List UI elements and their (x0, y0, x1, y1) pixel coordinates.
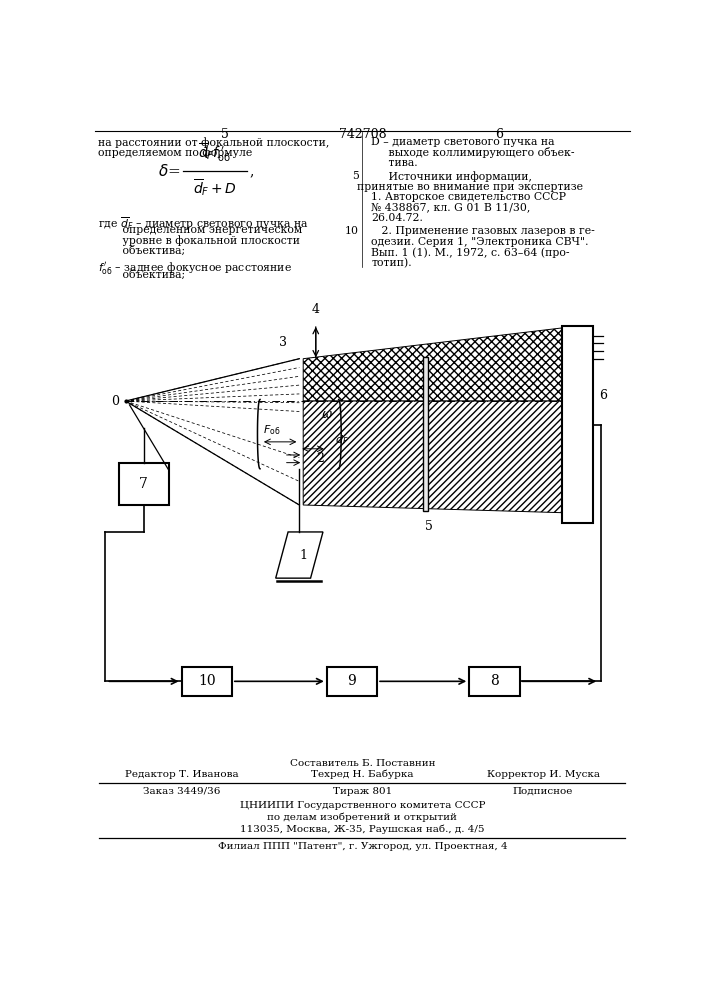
Text: 9: 9 (348, 674, 356, 688)
Text: объектива;: объектива; (98, 246, 185, 256)
Text: Заказ 3449/36: Заказ 3449/36 (143, 787, 220, 796)
Text: 0: 0 (112, 395, 119, 408)
Text: Вып. 1 (1). М., 1972, с. 63–64 (про-: Вып. 1 (1). М., 1972, с. 63–64 (про- (371, 247, 570, 258)
Text: где $\overline{d}_F$ – диаметр светового пучка на: где $\overline{d}_F$ – диаметр светового… (98, 215, 308, 232)
Text: $\omega$: $\omega$ (321, 408, 333, 421)
Text: Техред Н. Бабурка: Техред Н. Бабурка (311, 770, 414, 779)
Text: 2. Применение газовых лазеров в ге-: 2. Применение газовых лазеров в ге- (371, 226, 595, 236)
Polygon shape (303, 401, 562, 513)
Text: тотип).: тотип). (371, 258, 412, 268)
Text: $\overline{d}_F + D$: $\overline{d}_F + D$ (193, 177, 237, 198)
Text: Подписное: Подписное (513, 787, 573, 796)
Text: 6: 6 (600, 389, 607, 402)
Text: Редактор Т. Иванова: Редактор Т. Иванова (124, 770, 238, 779)
Text: 10: 10 (198, 674, 216, 688)
Text: 26.04.72.: 26.04.72. (371, 213, 423, 223)
Bar (182, 667, 232, 696)
Text: 5: 5 (352, 171, 359, 181)
Bar (469, 667, 520, 696)
Text: определяемом по формуле: определяемом по формуле (98, 147, 252, 158)
Text: 113035, Москва, Ж-35, Раушская наб., д. 4/5: 113035, Москва, Ж-35, Раушская наб., д. … (240, 824, 484, 834)
Text: объектива;: объектива; (98, 270, 185, 280)
Text: 1: 1 (299, 549, 308, 562)
Text: по делам изобретений и открытий: по делам изобретений и открытий (267, 813, 457, 822)
Text: выходе коллимирующего объек-: выходе коллимирующего объек- (371, 147, 575, 158)
Text: 10: 10 (345, 226, 359, 236)
Text: $F_{\rm об}$: $F_{\rm об}$ (263, 423, 281, 437)
Text: Источники информации,: Источники информации, (371, 171, 532, 182)
Text: определенном энергетическом: определенном энергетическом (98, 225, 302, 235)
Text: $\delta$=: $\delta$= (158, 163, 180, 179)
Text: ,: , (250, 164, 254, 178)
Text: 742708: 742708 (339, 128, 386, 141)
Text: на расстоянии от фокальной плоскости,: на расстоянии от фокальной плоскости, (98, 137, 329, 148)
Text: 2: 2 (316, 452, 324, 465)
Text: тива.: тива. (371, 158, 418, 168)
Polygon shape (303, 328, 562, 401)
Bar (119, 463, 169, 505)
Text: 1. Авторское свидетельство СССР: 1. Авторское свидетельство СССР (371, 192, 566, 202)
Text: Филиал ППП "Патент", г. Ужгород, ул. Проектная, 4: Филиал ППП "Патент", г. Ужгород, ул. Про… (218, 842, 507, 851)
Bar (327, 667, 377, 696)
Text: № 438867, кл. G 01 B 11/30,: № 438867, кл. G 01 B 11/30, (371, 202, 531, 212)
Text: 8: 8 (490, 674, 498, 688)
Text: 3: 3 (279, 336, 287, 349)
Text: 7: 7 (139, 477, 148, 491)
Text: одезии. Серия 1, "Электроника СВЧ".: одезии. Серия 1, "Электроника СВЧ". (371, 237, 589, 247)
Text: 5: 5 (221, 128, 229, 141)
Polygon shape (276, 532, 323, 578)
Text: Тираж 801: Тираж 801 (333, 787, 392, 796)
Text: уровне в фокальной плоскости: уровне в фокальной плоскости (98, 236, 300, 246)
Text: 6: 6 (496, 128, 503, 141)
Text: Составитель Б. Поставнин: Составитель Б. Поставнин (290, 759, 435, 768)
Text: 4: 4 (312, 303, 320, 316)
Text: принятые во внимание при экспертизе: принятые во внимание при экспертизе (357, 182, 583, 192)
Text: $d_F$: $d_F$ (335, 433, 349, 447)
Text: D – диаметр светового пучка на: D – диаметр светового пучка на (371, 137, 555, 147)
Text: Корректор И. Муска: Корректор И. Муска (486, 770, 600, 779)
Bar (423, 357, 428, 511)
Text: $\overline{d}_F f^{\,\prime}_{\rm об}$: $\overline{d}_F f^{\,\prime}_{\rm об}$ (198, 142, 231, 164)
Text: ЦНИИПИ Государственного комитета СССР: ЦНИИПИ Государственного комитета СССР (240, 801, 485, 810)
Bar (562, 326, 593, 523)
Text: 5: 5 (426, 520, 433, 533)
Text: $f^{\,\prime}_{\rm об}$ – заднее фокусное расстояние: $f^{\,\prime}_{\rm об}$ – заднее фокусно… (98, 260, 292, 276)
